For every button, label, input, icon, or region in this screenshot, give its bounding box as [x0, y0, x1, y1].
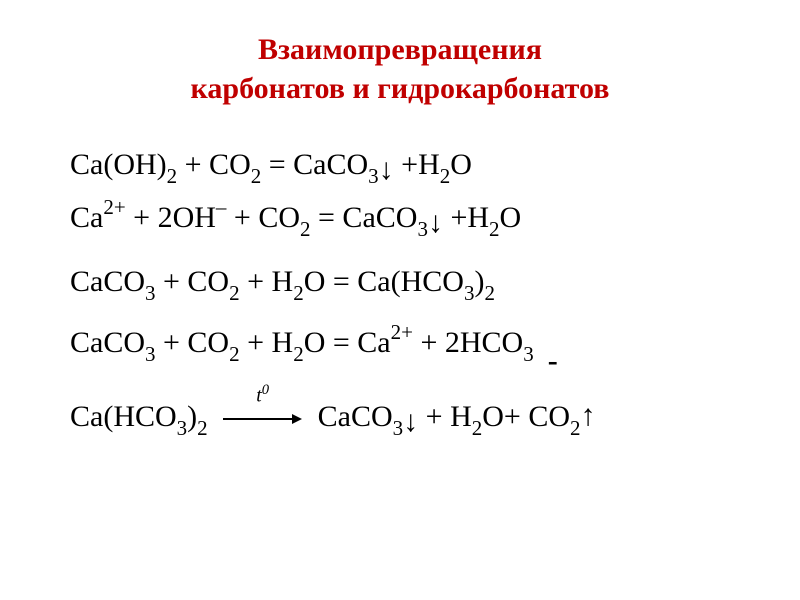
equation-3: CaCO3 + CO2 + H2O = Ca(HCO3)2: [70, 265, 750, 304]
equation-group-2: CaCO3 + CO2 + H2O = Ca(HCO3)2 CaCO3 + CO…: [70, 265, 750, 365]
eq3-part: + CO: [156, 265, 230, 298]
eq4-part: + CO: [156, 326, 230, 359]
equations-block: Ca(OH)2 + CO2 = CaCO3↓ +H2O Ca2+ + 2OH– …: [50, 148, 750, 439]
eq3-sub: 2: [484, 281, 495, 305]
eq3-part: ): [474, 265, 484, 298]
eq4-sub: 3: [523, 342, 534, 366]
down-arrow-icon: ↓: [379, 153, 394, 187]
equation-4: CaCO3 + CO2 + H2O = Ca2+ + 2HCO3-: [70, 322, 750, 365]
eq1-sub: 2: [167, 164, 178, 188]
eq2-sup: 2+: [103, 195, 125, 219]
eq4-sub: 3: [145, 342, 156, 366]
eq1-part: = CaCO: [261, 148, 368, 181]
eq4-sub: 2: [229, 342, 240, 366]
eq2-sub: 2: [489, 217, 500, 241]
temp-zero: 0: [262, 382, 269, 398]
equation-group-3: Ca(HCO3)2 t0 CaCO3↓ + H2O+ CO2↑: [70, 400, 750, 439]
eq5-part: Ca(HCO: [70, 400, 177, 433]
eq3-part: O = Ca(HCO: [304, 265, 464, 298]
eq3-sub: 2: [229, 281, 240, 305]
eq1-sub: 3: [368, 164, 379, 188]
eq5-sub: 2: [570, 416, 581, 440]
equation-2: Ca2+ + 2OH– + CO2 = CaCO3↓ +H2O: [70, 197, 750, 240]
arrow-label: t0: [256, 382, 269, 408]
eq4-sup: 2+: [391, 320, 413, 344]
eq2-sup: –: [216, 195, 227, 219]
eq1-part: O: [450, 148, 472, 181]
eq1-sub: 2: [251, 164, 262, 188]
eq1-sub: 2: [440, 164, 451, 188]
eq5-sub: 2: [197, 416, 208, 440]
eq4-sub: 2: [293, 342, 304, 366]
equation-5: Ca(HCO3)2 t0 CaCO3↓ + H2O+ CO2↑: [70, 400, 750, 439]
eq5-sub: 3: [177, 416, 188, 440]
eq5-part: CaCO: [318, 400, 393, 433]
eq2-part: + CO: [226, 201, 300, 234]
eq3-part: CaCO: [70, 265, 145, 298]
eq5-part: ): [187, 400, 197, 433]
eq1-part: Ca(OH): [70, 148, 167, 181]
eq3-sub: 2: [293, 281, 304, 305]
eq2-sub: 2: [300, 217, 311, 241]
minus-icon: -: [548, 344, 558, 378]
equation-group-1: Ca(OH)2 + CO2 = CaCO3↓ +H2O Ca2+ + 2OH– …: [70, 148, 750, 240]
arrow-head-icon: [292, 414, 302, 424]
eq2-part: +H: [443, 201, 489, 234]
eq2-part: O: [500, 201, 522, 234]
eq2-sub: 3: [417, 217, 428, 241]
up-arrow-icon: ↑: [581, 399, 596, 433]
eq4-part: CaCO: [70, 326, 145, 359]
eq5-sub: 3: [393, 416, 404, 440]
eq4-part: + 2HCO: [413, 326, 523, 359]
eq2-part: Ca: [70, 201, 103, 234]
page-title: Взаимопревращения карбонатов и гидрокарб…: [50, 30, 750, 108]
eq1-part: + CO: [177, 148, 251, 181]
eq5-sub: 2: [472, 416, 483, 440]
eq2-part: = CaCO: [311, 201, 418, 234]
eq5-part: O+ CO: [482, 400, 570, 433]
equation-1: Ca(OH)2 + CO2 = CaCO3↓ +H2O: [70, 148, 750, 187]
eq3-sub: 3: [464, 281, 475, 305]
eq2-part: + 2OH: [126, 201, 216, 234]
reaction-arrow-icon: t0: [223, 400, 302, 434]
down-arrow-icon: ↓: [428, 206, 443, 240]
eq4-part: O = Ca: [304, 326, 391, 359]
down-arrow-icon: ↓: [403, 405, 418, 439]
arrow-line: [223, 418, 293, 420]
title-line-1: Взаимопревращения: [50, 30, 750, 69]
eq4-part: + H: [240, 326, 294, 359]
eq1-part: +H: [394, 148, 440, 181]
eq3-sub: 3: [145, 281, 156, 305]
eq5-part: + H: [418, 400, 472, 433]
eq3-part: + H: [240, 265, 294, 298]
title-line-2: карбонатов и гидрокарбонатов: [50, 69, 750, 108]
